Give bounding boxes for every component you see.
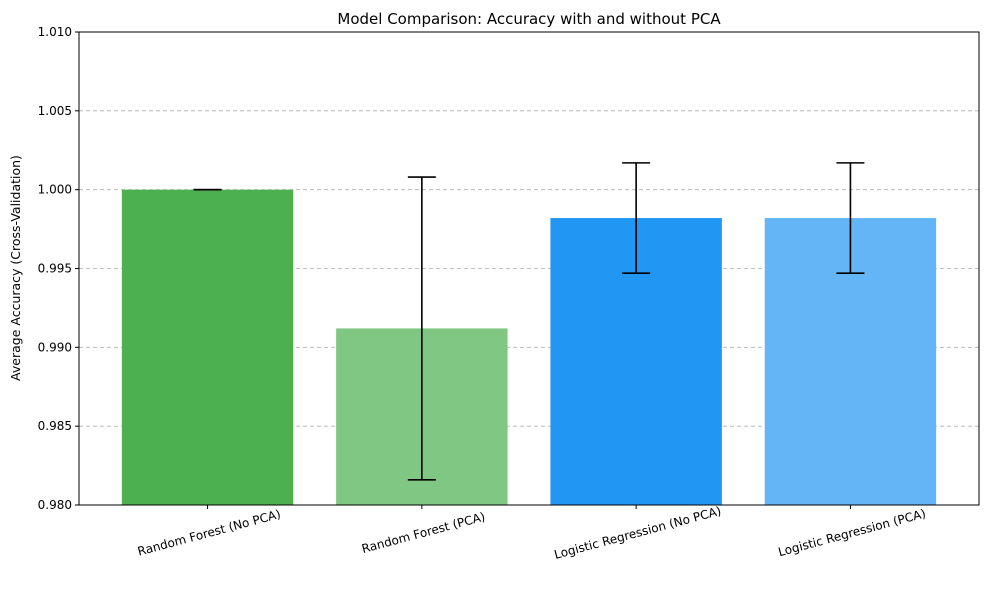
y-tick-label: 0.995 <box>38 262 72 276</box>
y-tick-label: 1.010 <box>38 25 72 39</box>
x-tick-label: Logistic Regression (No PCA) <box>553 504 723 562</box>
y-tick-label: 0.980 <box>38 498 72 512</box>
y-axis-label: Average Accuracy (Cross-Validation) <box>8 155 23 381</box>
bars <box>121 189 937 505</box>
bar <box>121 189 294 505</box>
y-axis: 0.980 0.985 0.990 0.995 1.000 1.005 1.010 <box>38 25 79 512</box>
chart-title: Model Comparison: Accuracy with and with… <box>337 10 721 28</box>
y-tick-label: 0.990 <box>38 340 72 354</box>
x-axis: Random Forest (No PCA) Random Forest (PCA… <box>136 504 927 562</box>
y-tick-label: 1.005 <box>38 104 72 118</box>
y-tick-label: 0.985 <box>38 419 72 433</box>
y-tick-label: 1.000 <box>38 183 72 197</box>
error-bars <box>193 162 865 481</box>
x-tick-label: Random Forest (PCA) <box>360 510 487 556</box>
x-tick-label: Random Forest (No PCA) <box>136 507 282 559</box>
x-tick-label: Logistic Regression (PCA) <box>777 506 928 559</box>
